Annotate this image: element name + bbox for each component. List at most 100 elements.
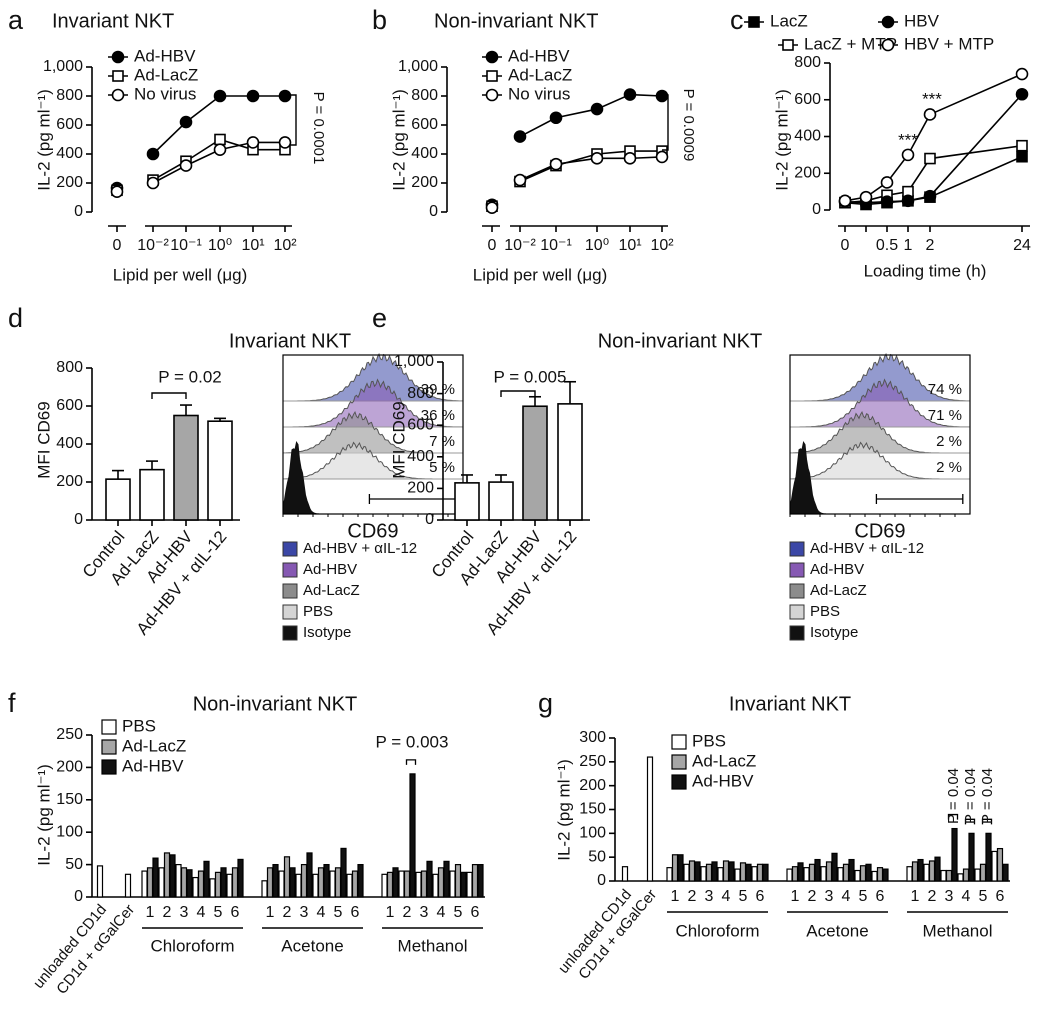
x-tick-label: 2 — [283, 904, 292, 921]
legend-swatch — [282, 541, 298, 557]
panel-letter: b — [372, 5, 387, 35]
annotation: P = 0.0009 — [680, 89, 697, 162]
y-tick-label: 1,000 — [43, 58, 83, 75]
legend-label: Ad-LacZ — [134, 65, 198, 84]
bar — [865, 863, 872, 882]
bar — [797, 862, 804, 882]
bar — [923, 863, 930, 882]
legend-label: Isotype — [303, 624, 351, 641]
y-tick-label: 0 — [74, 888, 83, 905]
annotation: P = 0.0001 — [310, 92, 327, 165]
inset-x-label: CD69 — [854, 520, 905, 542]
histogram — [789, 378, 971, 428]
marker — [549, 111, 563, 125]
y-tick-label: 800 — [794, 54, 821, 71]
bar — [146, 867, 154, 898]
legend-label: Ad-LacZ — [692, 751, 756, 770]
chart-title: Invariant NKT — [229, 330, 351, 352]
marker — [246, 89, 260, 103]
x-tick-label: 4 — [842, 888, 851, 905]
legend-marker — [485, 88, 499, 102]
marker — [513, 173, 527, 187]
y-tick-label: 150 — [56, 791, 83, 808]
x-tick-label: 4 — [962, 888, 971, 905]
legend-label: HBV + MTP — [904, 34, 994, 53]
bar — [300, 863, 308, 898]
x-tick-label: 6 — [231, 904, 240, 921]
bar — [791, 866, 799, 882]
panel-letter: g — [538, 688, 553, 718]
x-tick-label: 5 — [214, 904, 223, 921]
legend-label: Ad-HBV — [303, 561, 357, 578]
percent-label: 7 % — [429, 433, 455, 450]
x-tick-label: 2 — [926, 237, 935, 254]
marker — [246, 136, 260, 149]
bar — [398, 870, 405, 898]
legend-label: PBS — [122, 716, 156, 735]
y-tick-label: 0 — [425, 511, 434, 528]
y-tick-label: 250 — [579, 753, 606, 770]
x-tick-label: 3 — [420, 904, 429, 921]
bar — [522, 405, 548, 521]
bar — [911, 861, 919, 882]
bar — [351, 870, 359, 898]
y-tick-label: 400 — [794, 128, 821, 145]
bar — [979, 863, 987, 882]
bar — [745, 863, 752, 882]
group-label: Methanol — [398, 936, 468, 955]
legend-marker — [111, 50, 125, 64]
bracket — [964, 818, 976, 825]
marker — [214, 133, 226, 146]
legend-swatch — [282, 604, 298, 620]
bar — [226, 873, 233, 898]
y-tick-label: 250 — [56, 726, 83, 743]
bar — [814, 858, 821, 882]
marker — [923, 108, 937, 121]
marker — [485, 201, 499, 214]
legend-swatch — [671, 734, 687, 750]
marker — [146, 176, 160, 190]
bar — [197, 870, 205, 898]
bar — [705, 863, 713, 882]
bar — [415, 871, 422, 898]
legend-label: HBV — [904, 11, 940, 30]
bar — [694, 861, 701, 882]
x-tick-label: 5 — [859, 888, 868, 905]
y-tick-label: 600 — [407, 416, 434, 433]
bar — [403, 870, 411, 898]
bar — [876, 867, 884, 882]
legend-marker — [782, 39, 794, 51]
x-tick-label: 3 — [705, 888, 714, 905]
x-axis-label: Loading time (h) — [864, 261, 987, 280]
bar — [751, 866, 758, 882]
legend-label: LacZ + MTP — [804, 34, 897, 53]
y-tick-label: 800 — [56, 359, 83, 376]
bar — [962, 868, 970, 882]
y-tick-label: 400 — [56, 145, 83, 162]
annotation: P = 0.04 — [962, 768, 979, 824]
bar — [454, 863, 462, 898]
bar — [141, 870, 148, 898]
bar — [124, 873, 132, 898]
x-tick-label: 6 — [471, 904, 480, 921]
x-tick-label: 10¹ — [241, 237, 264, 254]
annotation: P = 0.003 — [376, 732, 449, 751]
y-tick-label: 800 — [411, 87, 438, 104]
x-axis-label: Lipid per well (μg) — [473, 265, 608, 284]
y-tick-label: 300 — [579, 729, 606, 746]
marker — [901, 148, 915, 162]
marker — [880, 195, 894, 209]
bar — [671, 854, 679, 882]
annotation: P = 0.005 — [494, 367, 567, 386]
annotation: *** — [898, 130, 918, 149]
bar — [728, 861, 735, 882]
y-axis-label: IL-2 (pg ml⁻¹) — [389, 89, 408, 191]
group-label: Chloroform — [150, 936, 234, 955]
bar — [237, 858, 244, 898]
bar — [163, 852, 171, 898]
marker — [1016, 139, 1028, 152]
y-tick-label: 200 — [56, 473, 83, 490]
legend-marker — [486, 70, 498, 82]
percent-label: 5 % — [429, 459, 455, 476]
